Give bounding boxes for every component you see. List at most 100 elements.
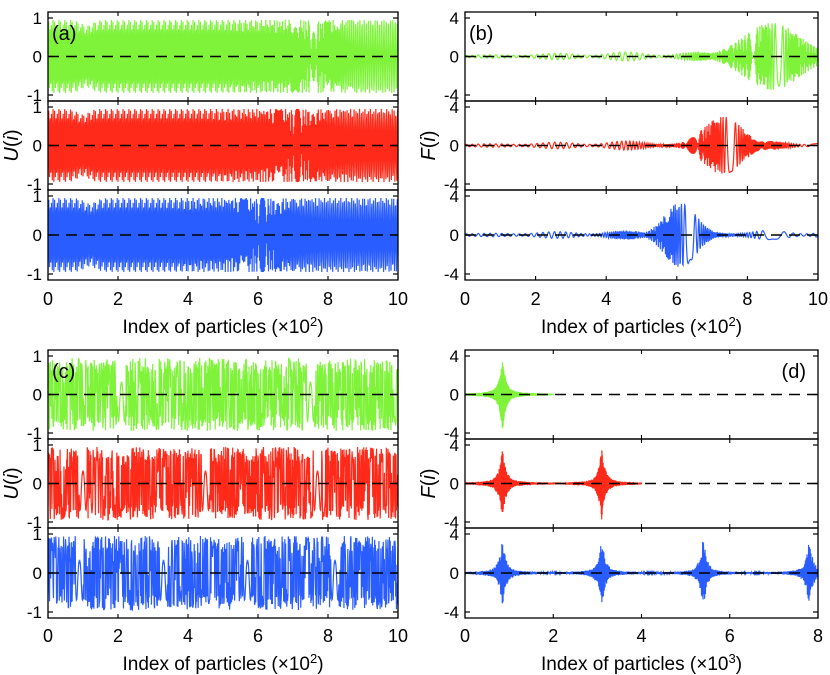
subplot-c-1: 1 0 -1 <box>27 347 399 443</box>
y-tick-label: 0 <box>33 564 42 583</box>
y-axis-label-var: F <box>418 147 440 161</box>
y-tick-label: 0 <box>33 475 42 494</box>
x-tick-label: 0 <box>460 626 470 646</box>
subplot-d-2: 4 0 -4 <box>444 436 819 532</box>
y-axis-label-var: U <box>1 485 23 500</box>
x-axis-label: Index of particles (×102) <box>122 651 323 675</box>
x-tick-label: 2 <box>548 626 558 646</box>
x-axis-label-main: Index of particles (×10 <box>122 317 309 338</box>
series-line-top <box>465 23 818 91</box>
series-line-bottom <box>465 203 818 268</box>
subplot-d-3: 4 0 -4 <box>444 525 819 622</box>
series-line-middle <box>48 446 398 521</box>
series-line-bottom <box>48 535 398 612</box>
y-axis-label-arg: i <box>418 475 440 480</box>
y-tick-label: -1 <box>27 86 42 105</box>
series-line-top <box>48 357 398 432</box>
series-line-middle <box>465 116 818 174</box>
x-tick-label: 2 <box>113 626 123 646</box>
y-tick-label: 0 <box>450 564 459 583</box>
x-tick-label: 6 <box>253 626 263 646</box>
y-tick-label: 1 <box>33 347 42 366</box>
subplot-c-3: 1 0 -1 <box>27 525 399 622</box>
subplot-b-3: 4 0 -4 <box>444 187 819 284</box>
x-tick-label: 8 <box>323 289 333 309</box>
y-axis-label-var: F <box>418 485 440 499</box>
x-tick-label: 8 <box>742 289 752 309</box>
y-tick-label: -4 <box>444 86 459 105</box>
x-tick-label: 4 <box>183 626 193 646</box>
x-axis-label-exponent: 2 <box>310 314 317 329</box>
x-tick-label: 8 <box>323 626 333 646</box>
y-axis-label: F(i) <box>418 468 440 498</box>
x-axis-label: Index of particles (×102) <box>541 314 742 338</box>
y-tick-label: 0 <box>450 48 459 67</box>
x-tick-label: 10 <box>388 626 408 646</box>
x-tick-label: 6 <box>253 289 263 309</box>
x-axis-label: Index of particles (×102) <box>122 314 323 338</box>
subplot-d-1: 4 0 -4 <box>444 347 819 443</box>
panel-label: (c) <box>52 361 75 383</box>
x-axis-label-main: Index of particles (×10 <box>122 654 309 675</box>
x-axis-label-end: ) <box>317 654 323 675</box>
x-tick-label: 0 <box>43 289 53 309</box>
series-line-bottom <box>48 197 398 273</box>
panel-label: (b) <box>469 23 493 45</box>
x-tick-label: 4 <box>183 289 193 309</box>
x-axis-label-main: Index of particles (×10 <box>541 654 728 675</box>
x-axis-label-main: Index of particles (×10 <box>541 317 728 338</box>
y-axis-label: F(i) <box>418 130 440 160</box>
x-axis-label-end: ) <box>736 317 742 338</box>
y-axis-label-arg: i <box>1 474 23 479</box>
y-tick-label: -4 <box>444 265 459 284</box>
y-tick-label: 1 <box>33 98 42 117</box>
y-tick-label: 4 <box>450 436 459 455</box>
y-tick-label: 4 <box>450 525 459 544</box>
x-tick-label: 10 <box>388 289 408 309</box>
x-tick-label: 2 <box>113 289 123 309</box>
x-tick-label: 8 <box>813 626 823 646</box>
y-tick-label: -1 <box>27 603 42 622</box>
x-tick-label: 4 <box>636 626 646 646</box>
series-line-middle <box>465 450 643 520</box>
y-tick-label: 4 <box>450 98 459 117</box>
y-tick-label: 1 <box>33 187 42 206</box>
subplot-a-1: 1 0 -1 <box>27 9 399 105</box>
y-tick-label: -1 <box>27 424 42 443</box>
y-tick-label: 0 <box>450 475 459 494</box>
subplot-b-2: 4 0 -4 <box>444 98 819 194</box>
y-tick-label: 0 <box>450 137 459 156</box>
y-tick-label: 1 <box>33 436 42 455</box>
subplot-c-2: 1 0 -1 <box>27 436 399 532</box>
y-tick-label: -1 <box>27 175 42 194</box>
x-tick-label: 6 <box>672 289 682 309</box>
x-tick-label: 6 <box>725 626 735 646</box>
subplot-a-2: 1 0 -1 <box>27 98 399 194</box>
series-line-top <box>48 19 398 94</box>
y-axis-label: U(i) <box>1 467 23 499</box>
x-tick-label: 4 <box>601 289 611 309</box>
y-axis-label-var: U <box>1 147 23 162</box>
series-line-middle <box>48 108 398 183</box>
y-tick-label: 1 <box>33 9 42 28</box>
y-tick-label: -4 <box>444 424 459 443</box>
y-tick-label: -4 <box>444 513 459 532</box>
y-tick-label: 4 <box>450 347 459 366</box>
panel-label: (a) <box>52 23 76 45</box>
y-tick-label: 0 <box>33 386 42 405</box>
y-tick-label: 0 <box>33 137 42 156</box>
x-axis-label-exponent: 2 <box>728 314 735 329</box>
x-tick-label: 2 <box>531 289 541 309</box>
y-tick-label: 4 <box>450 9 459 28</box>
x-axis-label: Index of particles (×103) <box>541 651 742 675</box>
y-tick-label: 0 <box>450 226 459 245</box>
y-tick-label: -4 <box>444 603 459 622</box>
panel-label: (d) <box>782 361 806 383</box>
y-tick-label: 0 <box>33 48 42 67</box>
subplot-a-3: 1 0 -1 <box>27 187 399 284</box>
